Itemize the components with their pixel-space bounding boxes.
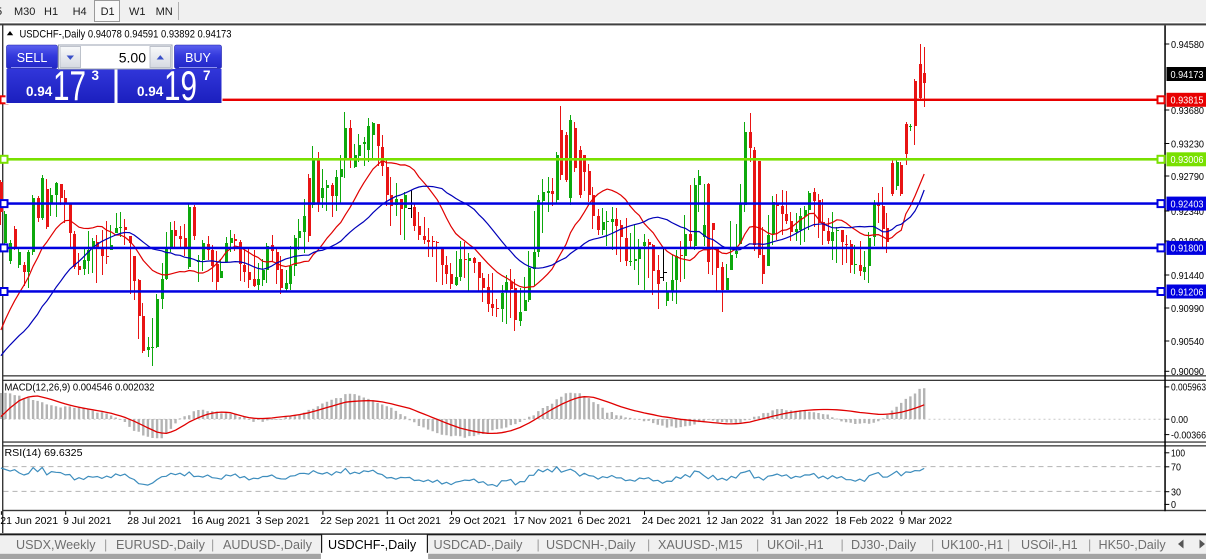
- svg-text:9 Mar 2022: 9 Mar 2022: [899, 515, 952, 527]
- svg-text:5.00: 5.00: [119, 50, 146, 66]
- svg-text:D1: D1: [101, 6, 115, 18]
- svg-text:|: |: [1007, 538, 1010, 552]
- svg-text:|: |: [211, 538, 214, 552]
- svg-text:0.91206: 0.91206: [1171, 286, 1204, 298]
- svg-text:17 Nov 2021: 17 Nov 2021: [513, 515, 573, 527]
- svg-text:0.92403: 0.92403: [1171, 198, 1204, 210]
- svg-text:0.93815: 0.93815: [1171, 95, 1204, 107]
- svg-text:USDCAD-,Daily: USDCAD-,Daily: [434, 538, 524, 552]
- svg-text:22 Sep 2021: 22 Sep 2021: [320, 515, 380, 527]
- svg-text:12 Jan 2022: 12 Jan 2022: [706, 515, 764, 527]
- svg-text:|: |: [537, 538, 540, 552]
- svg-text:0.94: 0.94: [137, 84, 164, 99]
- svg-text:6 Dec 2021: 6 Dec 2021: [578, 515, 632, 527]
- svg-text:30: 30: [1171, 487, 1181, 499]
- svg-text:5: 5: [0, 6, 2, 18]
- svg-text:-0.00366: -0.00366: [1171, 429, 1206, 441]
- svg-text:USOil-,H1: USOil-,H1: [1021, 538, 1078, 552]
- svg-text:USDCHF-,Daily: USDCHF-,Daily: [328, 538, 417, 552]
- svg-text:|: |: [931, 538, 934, 552]
- svg-text:28 Jul 2021: 28 Jul 2021: [127, 515, 181, 527]
- svg-text:0: 0: [1171, 499, 1176, 511]
- svg-text:16 Aug 2021: 16 Aug 2021: [192, 515, 251, 527]
- svg-text:100: 100: [1171, 448, 1185, 460]
- svg-text:3 Sep 2021: 3 Sep 2021: [256, 515, 310, 527]
- svg-text:DJ30-,Daily: DJ30-,Daily: [851, 538, 917, 552]
- svg-text:AUDUSD-,Daily: AUDUSD-,Daily: [223, 538, 313, 552]
- svg-text:0.94: 0.94: [26, 84, 53, 99]
- svg-text:0.94580: 0.94580: [1171, 39, 1204, 51]
- svg-text:BUY: BUY: [185, 51, 211, 65]
- svg-text:7: 7: [203, 68, 211, 83]
- svg-text:0.93680: 0.93680: [1171, 105, 1204, 117]
- svg-text:0.00: 0.00: [1171, 414, 1188, 426]
- svg-text:MACD(12,26,9) 0.004546 0.00203: MACD(12,26,9) 0.004546 0.002032: [5, 382, 155, 394]
- svg-text:0.93230: 0.93230: [1171, 138, 1204, 150]
- svg-text:24 Dec 2021: 24 Dec 2021: [642, 515, 702, 527]
- svg-text:H4: H4: [73, 6, 87, 18]
- svg-text:W1: W1: [129, 6, 146, 18]
- svg-text:11 Oct 2021: 11 Oct 2021: [385, 515, 442, 527]
- svg-text:SELL: SELL: [17, 51, 48, 65]
- svg-text:RSI(14) 69.6325: RSI(14) 69.6325: [5, 447, 83, 459]
- svg-text:EURUSD-,Daily: EURUSD-,Daily: [116, 538, 206, 552]
- svg-text:|: |: [1088, 538, 1091, 552]
- svg-text:XAUUSD-,M15: XAUUSD-,M15: [658, 538, 743, 552]
- svg-text:17: 17: [53, 62, 86, 109]
- svg-text:21 Jun 2021: 21 Jun 2021: [0, 515, 58, 527]
- svg-text:29 Oct 2021: 29 Oct 2021: [449, 515, 506, 527]
- svg-text:H1: H1: [44, 6, 58, 18]
- svg-text:HK50-,Daily: HK50-,Daily: [1099, 538, 1167, 552]
- svg-text:70: 70: [1171, 462, 1181, 474]
- svg-text:0.90090: 0.90090: [1171, 366, 1204, 378]
- svg-text:0.91440: 0.91440: [1171, 270, 1204, 282]
- svg-text:0.90540: 0.90540: [1171, 336, 1204, 348]
- svg-text:9 Jul 2021: 9 Jul 2021: [63, 515, 112, 527]
- svg-text:|: |: [647, 538, 650, 552]
- svg-text:0.92790: 0.92790: [1171, 171, 1204, 183]
- svg-text:|: |: [841, 538, 844, 552]
- svg-text:0.005963: 0.005963: [1171, 382, 1206, 394]
- svg-text:USDX,Weekly: USDX,Weekly: [16, 538, 96, 552]
- svg-text:MN: MN: [156, 6, 173, 18]
- svg-text:USDCHF-,Daily 0.94078 0.94591: USDCHF-,Daily 0.94078 0.94591 0.93892 0.…: [20, 29, 232, 41]
- svg-text:UK100-,H1: UK100-,H1: [941, 538, 1003, 552]
- svg-text:M30: M30: [14, 6, 35, 18]
- svg-text:|: |: [104, 538, 107, 552]
- svg-text:0.91800: 0.91800: [1171, 243, 1204, 255]
- svg-text:0.94173: 0.94173: [1171, 69, 1204, 81]
- svg-text:19: 19: [164, 62, 197, 109]
- svg-text:0.90990: 0.90990: [1171, 303, 1204, 315]
- svg-text:|: |: [756, 538, 759, 552]
- svg-text:UKOil-,H1: UKOil-,H1: [767, 538, 824, 552]
- svg-text:0.93006: 0.93006: [1171, 154, 1204, 166]
- svg-text:31 Jan 2022: 31 Jan 2022: [770, 515, 828, 527]
- svg-text:3: 3: [92, 68, 100, 83]
- svg-text:USDCNH-,Daily: USDCNH-,Daily: [546, 538, 636, 552]
- svg-text:18 Feb 2022: 18 Feb 2022: [835, 515, 894, 527]
